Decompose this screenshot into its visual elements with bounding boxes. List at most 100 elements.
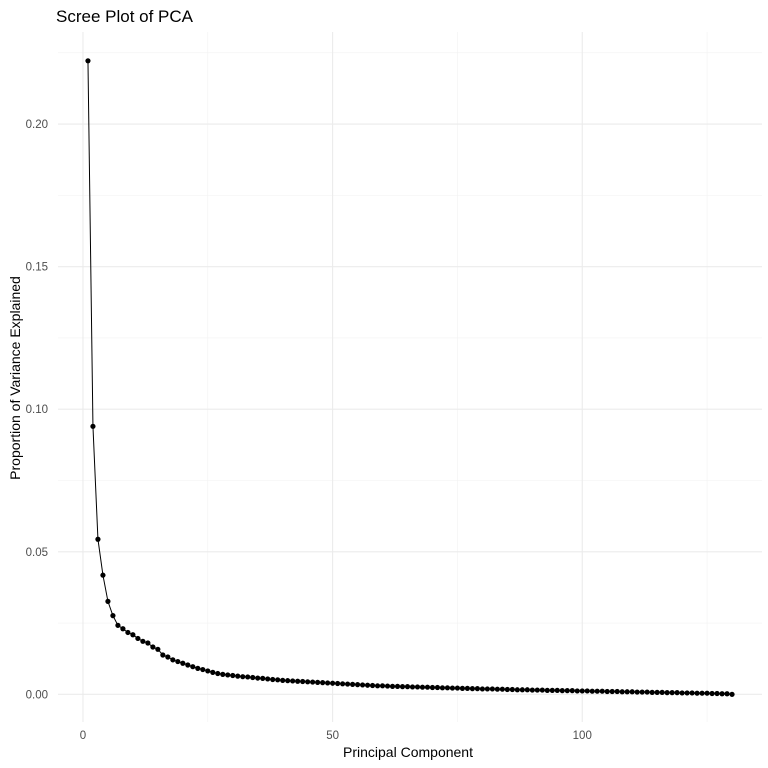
data-point [225,672,231,678]
data-point [374,683,381,689]
data-point [544,687,550,693]
data-point [230,672,236,679]
y-tick-label: 0.15 [26,262,48,274]
data-point [285,678,291,684]
data-point [584,688,590,694]
data-point [145,640,151,646]
data-point [245,674,251,680]
data-point [729,691,735,697]
data-point [614,688,620,695]
data-point [489,686,495,692]
data-point [95,536,101,542]
data-point [449,685,456,691]
data-point [175,658,181,665]
data-point [195,665,201,672]
data-point [569,688,575,694]
data-point [719,691,725,697]
variance-line [87,60,733,695]
data-point [589,688,595,694]
data-point [220,671,226,677]
data-point [484,686,490,692]
data-point [664,690,670,696]
data-point [135,635,141,642]
data-point [364,682,371,688]
data-point [704,690,710,696]
data-point [394,683,401,689]
data-point [205,668,211,674]
data-point [344,681,351,687]
data-point [120,626,126,632]
major-gridlines [58,32,762,722]
data-point [509,686,515,693]
data-point [404,684,411,690]
data-point [689,690,695,696]
data-point [359,682,366,688]
x-axis-label: Principal Component [343,744,473,760]
data-point [559,688,565,694]
data-point [130,632,136,638]
data-point [160,652,166,658]
data-point [85,58,91,64]
data-point [340,681,346,687]
data-point [215,670,221,677]
data-point [684,690,690,696]
data-point [579,688,585,694]
data-point [419,684,426,690]
x-tick-label: 0 [80,730,86,742]
data-point [519,687,525,693]
data-point [399,684,406,690]
data-point [200,666,206,673]
data-point [594,688,600,694]
data-point [454,685,461,691]
y-tick-label: 0.20 [26,119,48,131]
data-point [255,675,261,681]
data-point [529,687,535,693]
data-point [714,690,720,697]
data-point [654,689,660,695]
data-point [609,688,615,695]
data-point [499,686,505,692]
data-point [260,675,266,681]
y-tick-label: 0.10 [26,404,48,416]
data-point [235,673,241,679]
y-axis-label: Proportion of Variance Explained [7,276,23,480]
data-point [115,622,121,628]
data-point [125,629,131,636]
data-point [724,691,730,697]
data-point [694,690,700,696]
data-point [300,678,306,685]
x-tick-label: 100 [573,730,592,742]
minor-gridlines [58,32,762,722]
data-point [549,687,555,693]
data-point [349,681,356,687]
data-point [514,687,520,693]
data-point [524,687,530,693]
data-point [424,684,431,690]
data-point [90,423,96,429]
data-point [270,676,276,683]
data-point [649,689,655,695]
data-point [619,689,625,695]
data-point [310,679,316,685]
data-point [330,680,336,686]
data-point [674,690,680,696]
data-point [639,689,645,695]
data-point [539,687,545,693]
data-point [190,664,196,670]
data-point [659,689,665,695]
variance-points [85,58,735,697]
data-point [155,646,161,652]
data-point [634,689,640,695]
data-point [275,677,281,683]
data-point [140,638,146,644]
data-point [679,690,685,696]
data-point [165,654,171,660]
data-point [305,679,311,685]
data-point [504,686,510,693]
x-tick-label: 50 [326,730,339,742]
data-point [479,686,485,692]
data-point [599,688,605,694]
data-point [100,572,106,578]
data-point [439,685,446,691]
chart-title: Scree Plot of PCA [56,7,194,26]
